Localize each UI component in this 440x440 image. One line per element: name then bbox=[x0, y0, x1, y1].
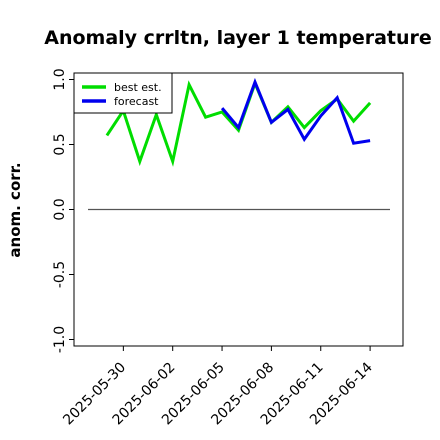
y-tick-label: 0.5 bbox=[52, 133, 68, 155]
series-line-0 bbox=[105, 79, 372, 167]
legend-label-1: forecast bbox=[114, 95, 159, 108]
series-line-1 bbox=[220, 77, 371, 145]
legend-box bbox=[73, 72, 173, 114]
y-axis-label: anom. corr. bbox=[6, 162, 24, 257]
chart-title: Anomaly crrltn, layer 1 temperature bbox=[44, 27, 432, 49]
y-tick-label: -1.0 bbox=[52, 326, 68, 353]
y-tick-label: 0.0 bbox=[52, 198, 68, 220]
plot-area: -1.0-0.50.00.51.02025-05-302025-06-02202… bbox=[52, 68, 404, 428]
y-tick-label: 1.0 bbox=[52, 68, 68, 90]
legend-label-0: best est. bbox=[114, 81, 162, 94]
y-tick-label: -0.5 bbox=[52, 261, 68, 288]
